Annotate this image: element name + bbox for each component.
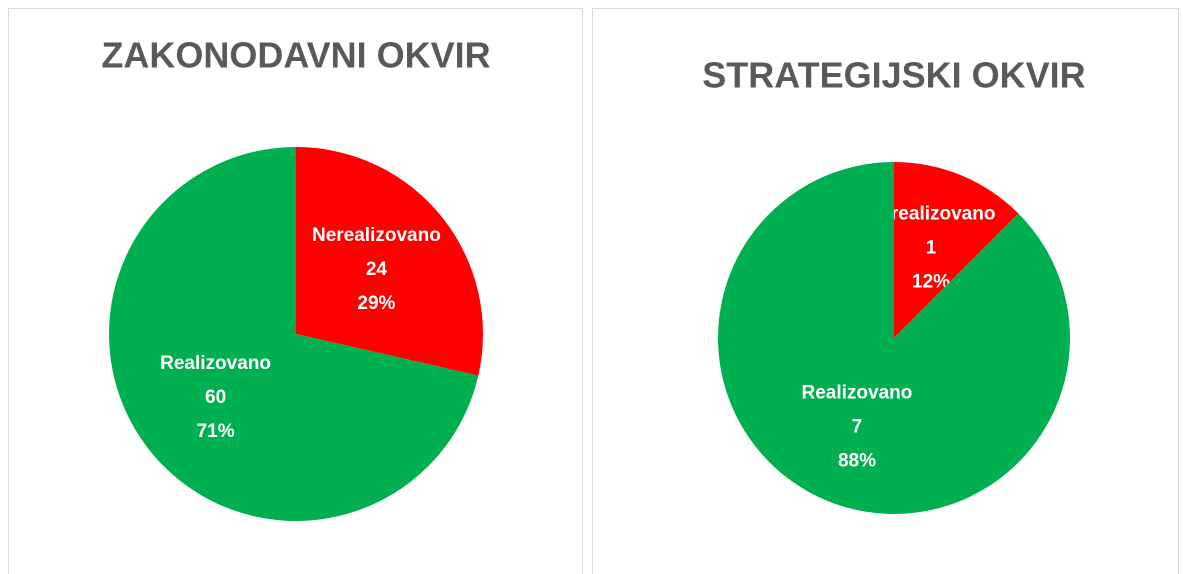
slice-percent: 88% — [838, 450, 876, 471]
slice-value: 7 — [852, 416, 863, 437]
slice-percent: 71% — [197, 421, 235, 442]
slice-value: 60 — [205, 387, 226, 408]
pie-slice — [894, 162, 1019, 338]
slice-percent: 12% — [912, 272, 950, 293]
slice-category: Nerealizovano — [312, 225, 441, 246]
slice-category: Realizovano — [802, 382, 913, 403]
panel — [592, 8, 1179, 574]
pie-slice — [109, 147, 479, 521]
pie-slice — [296, 147, 484, 376]
pie-slice — [718, 162, 1070, 514]
slice-percent: 29% — [357, 293, 395, 314]
slice-value: 1 — [926, 238, 937, 259]
chart-title: STRATEGIJSKI OKVIR — [702, 55, 1085, 96]
slice-category: Nerealizovano — [867, 204, 996, 225]
slice-category: Realizovano — [160, 353, 271, 374]
slice-value: 24 — [366, 259, 388, 280]
panel — [8, 8, 583, 574]
chart-title: ZAKONODAVNI OKVIR — [101, 35, 490, 76]
